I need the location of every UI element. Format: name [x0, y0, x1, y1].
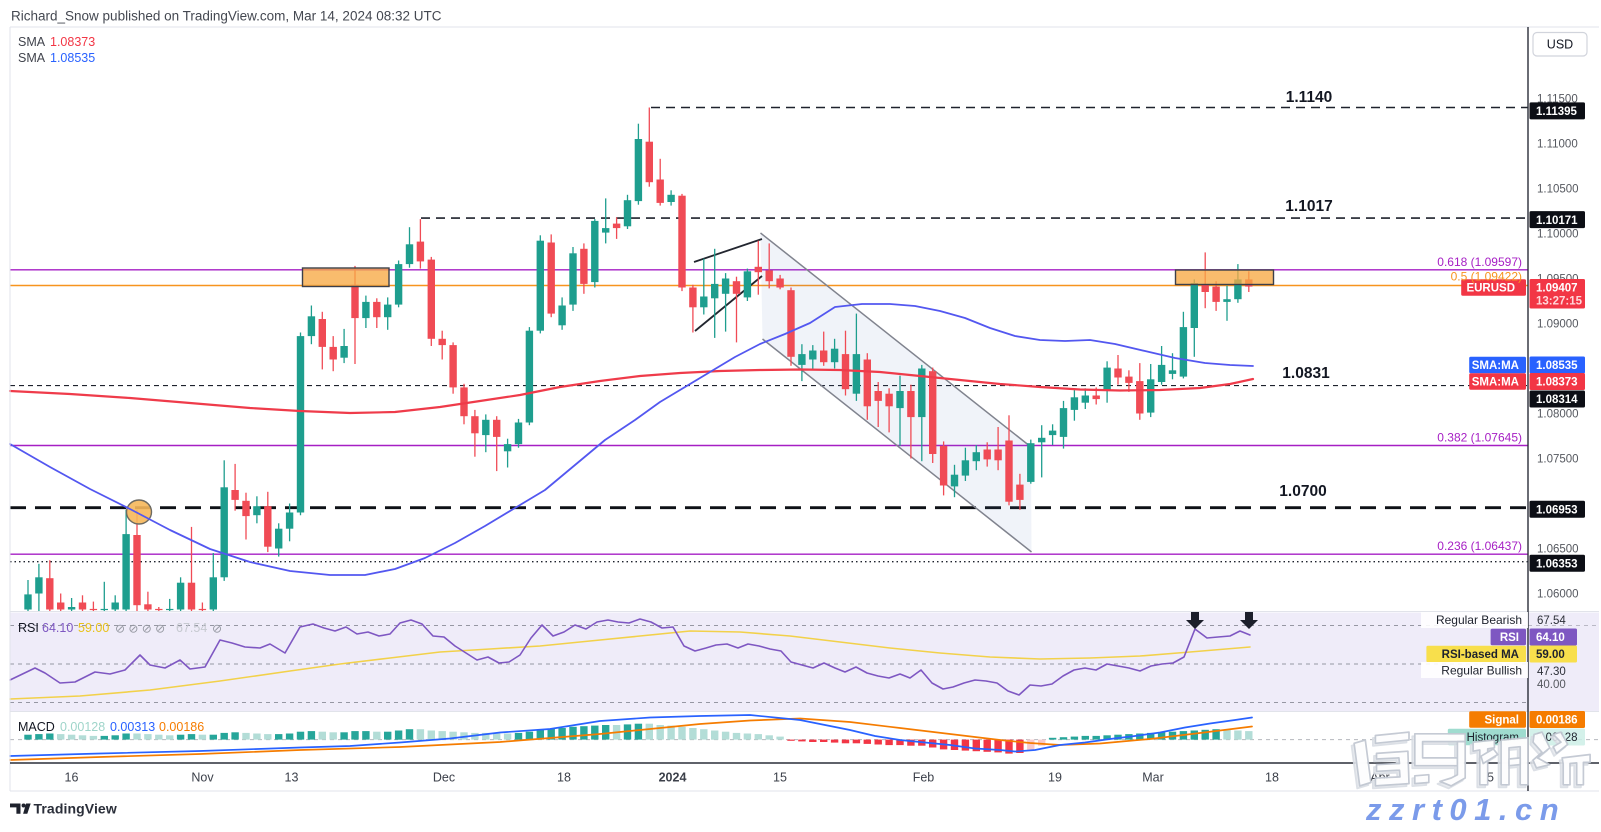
svg-text:1.0700: 1.0700: [1279, 483, 1326, 500]
svg-text:1.06353: 1.06353: [1536, 558, 1578, 570]
svg-text:SMA: SMA: [18, 35, 46, 49]
svg-text:18: 18: [557, 771, 571, 785]
svg-text:1.08373: 1.08373: [50, 35, 95, 49]
svg-text:1.09407: 1.09407: [1536, 283, 1578, 295]
svg-text:1.10171: 1.10171: [1536, 215, 1578, 227]
svg-text:1.08000: 1.08000: [1537, 409, 1579, 421]
svg-text:64.10: 64.10: [1536, 632, 1565, 644]
svg-text:SMA: SMA: [18, 51, 46, 65]
svg-text:0.00313: 0.00313: [110, 720, 155, 734]
svg-text:Regular Bullish: Regular Bullish: [1441, 664, 1522, 678]
svg-text:19: 19: [1048, 771, 1062, 785]
svg-text:MACD: MACD: [18, 720, 55, 734]
svg-text:1.08314: 1.08314: [1536, 394, 1578, 406]
svg-text:Nov: Nov: [191, 771, 214, 785]
svg-text:RSI: RSI: [1500, 632, 1519, 644]
svg-text:47.30: 47.30: [1537, 666, 1566, 678]
svg-text:Dec: Dec: [433, 771, 455, 785]
svg-text:Regular Bearish: Regular Bearish: [1436, 613, 1522, 627]
svg-text:1.1140: 1.1140: [1286, 89, 1333, 106]
svg-text:Mar: Mar: [1142, 771, 1164, 785]
svg-text:RSI: RSI: [18, 621, 39, 635]
svg-text:RSI-based MA: RSI-based MA: [1442, 649, 1519, 661]
svg-text:1.08373: 1.08373: [1536, 377, 1578, 389]
svg-text:0.618 (1.09597): 0.618 (1.09597): [1437, 255, 1522, 269]
svg-text:⊘ ⊘ ⊘ ⊘: ⊘ ⊘ ⊘ ⊘: [115, 622, 165, 636]
svg-text:40.00: 40.00: [1537, 679, 1566, 691]
svg-text:1.08535: 1.08535: [1536, 360, 1578, 372]
svg-text:0.5 (1.09422): 0.5 (1.09422): [1451, 270, 1522, 284]
svg-text:1.06000: 1.06000: [1537, 589, 1579, 601]
svg-text:1.0831: 1.0831: [1282, 365, 1330, 382]
svg-text:EURUSD: EURUSD: [1466, 283, 1515, 295]
svg-text:1.10000: 1.10000: [1537, 229, 1579, 241]
svg-text:2024: 2024: [659, 771, 687, 785]
svg-text:zzrt01.cn: zzrt01.cn: [1365, 792, 1566, 827]
svg-text:1.07500: 1.07500: [1537, 454, 1579, 466]
svg-text:67.54: 67.54: [176, 621, 207, 635]
svg-text:13:27:15: 13:27:15: [1536, 296, 1583, 308]
svg-text:USD: USD: [1547, 38, 1573, 52]
svg-text:59.00: 59.00: [78, 621, 109, 635]
svg-text:0.00186: 0.00186: [159, 720, 204, 734]
svg-text:67.54: 67.54: [1537, 615, 1566, 627]
svg-text:Signal: Signal: [1484, 715, 1519, 727]
svg-text:TradingView: TradingView: [34, 801, 117, 817]
svg-text:59.00: 59.00: [1536, 649, 1565, 661]
svg-text:Feb: Feb: [913, 771, 935, 785]
svg-text:0.236 (1.06437): 0.236 (1.06437): [1437, 539, 1522, 553]
svg-text:⊘: ⊘: [212, 622, 222, 636]
svg-text:1.11395: 1.11395: [1536, 106, 1578, 118]
svg-text:SMA:MA: SMA:MA: [1472, 377, 1519, 389]
svg-text:16: 16: [65, 771, 79, 785]
svg-text:0.382 (1.07645): 0.382 (1.07645): [1437, 431, 1522, 445]
svg-text:1.11000: 1.11000: [1537, 139, 1578, 151]
svg-text:1.1017: 1.1017: [1285, 198, 1332, 215]
svg-text:Richard_Snow published on Trad: Richard_Snow published on TradingView.co…: [11, 9, 442, 24]
svg-text:1.10500: 1.10500: [1537, 184, 1579, 196]
svg-text:13: 13: [285, 771, 299, 785]
svg-text:15: 15: [773, 771, 787, 785]
svg-text:64.10: 64.10: [42, 621, 73, 635]
svg-text:1.06953: 1.06953: [1536, 504, 1578, 516]
svg-text:1.09000: 1.09000: [1537, 319, 1579, 331]
svg-text:1.06500: 1.06500: [1537, 544, 1579, 556]
svg-text:0.00186: 0.00186: [1536, 715, 1578, 727]
svg-text:SMA:MA: SMA:MA: [1472, 360, 1519, 372]
svg-text:1.08535: 1.08535: [50, 51, 95, 65]
svg-text:18: 18: [1265, 771, 1279, 785]
svg-text:0.00128: 0.00128: [60, 720, 105, 734]
